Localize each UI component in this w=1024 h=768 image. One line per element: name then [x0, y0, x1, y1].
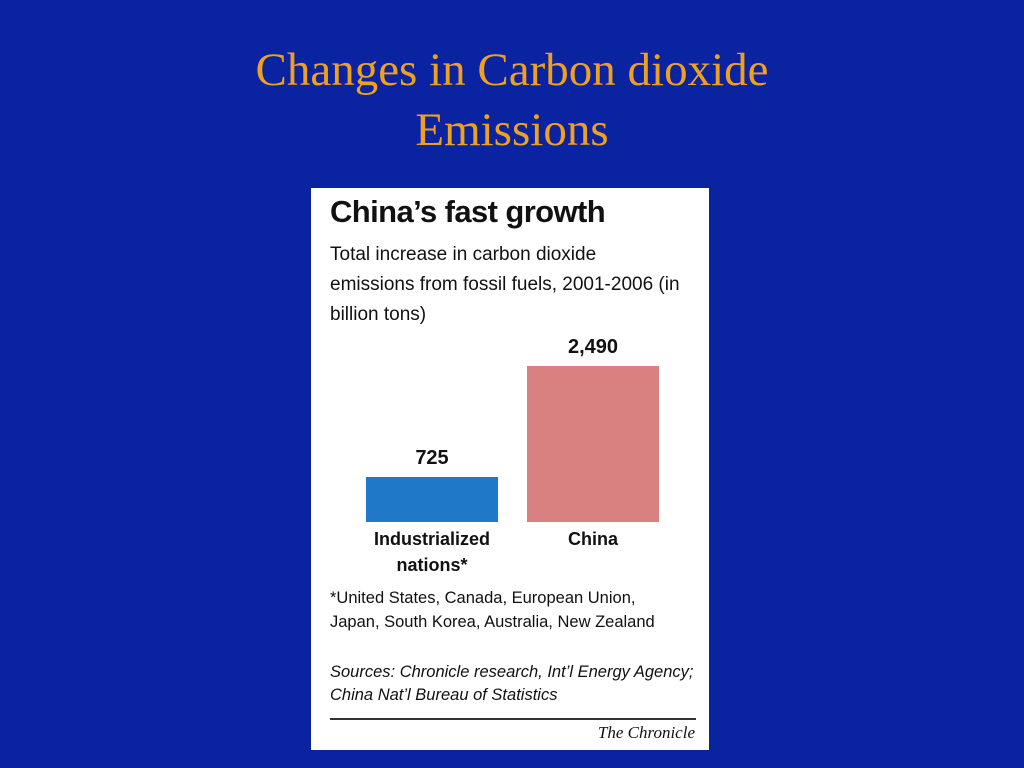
category-label: China [567, 529, 618, 549]
value-label: 2,490 [567, 336, 619, 358]
chart-title: China’s fast growth [330, 194, 606, 229]
chart-subtitle: Total increase in carbon dioxide emissio… [330, 244, 680, 325]
chart-panel: China’s fast growth Total increase in ca… [311, 188, 709, 750]
value-label: 725 [415, 446, 449, 469]
bar [527, 366, 659, 522]
footnote: *United States, Canada, European Union, … [330, 589, 655, 631]
rule [330, 718, 696, 720]
credit: The Chronicle [597, 723, 695, 742]
slide-title: Changes in Carbon dioxide Emissions [255, 44, 769, 156]
category-label: Industrialized nations* [373, 529, 490, 575]
sources: Sources: Chronicle research, Int’l Energ… [330, 663, 694, 704]
bar [366, 476, 498, 522]
